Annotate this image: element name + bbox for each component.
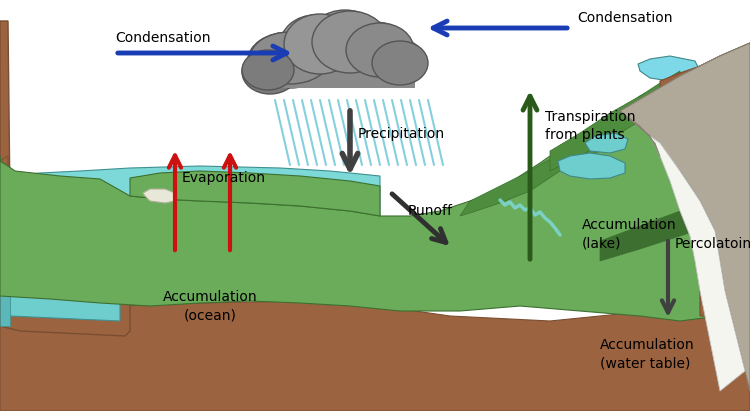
- Ellipse shape: [346, 23, 414, 77]
- Polygon shape: [262, 65, 415, 88]
- Text: Condensation: Condensation: [577, 11, 673, 25]
- Polygon shape: [10, 209, 120, 321]
- Text: Precipitation: Precipitation: [358, 127, 446, 141]
- Polygon shape: [130, 171, 380, 216]
- Ellipse shape: [280, 15, 350, 75]
- Text: Transpiration
from plants: Transpiration from plants: [545, 110, 635, 142]
- Polygon shape: [0, 191, 10, 326]
- Ellipse shape: [365, 38, 425, 86]
- Ellipse shape: [307, 10, 383, 74]
- Polygon shape: [143, 189, 175, 203]
- Text: Evaporation: Evaporation: [182, 171, 266, 185]
- Polygon shape: [0, 21, 130, 336]
- Text: Runoff: Runoff: [408, 204, 453, 218]
- Text: Percolatoin: Percolatoin: [675, 237, 750, 251]
- Polygon shape: [0, 156, 120, 206]
- Polygon shape: [585, 133, 628, 153]
- Polygon shape: [620, 111, 660, 156]
- Ellipse shape: [248, 32, 332, 88]
- Polygon shape: [638, 56, 700, 81]
- Polygon shape: [600, 186, 750, 261]
- Ellipse shape: [340, 22, 410, 78]
- Ellipse shape: [242, 50, 298, 94]
- Polygon shape: [558, 153, 625, 179]
- Text: Accumulation
(lake): Accumulation (lake): [582, 218, 676, 250]
- Ellipse shape: [242, 50, 294, 90]
- Text: Accumulation
(water table): Accumulation (water table): [600, 338, 694, 370]
- Text: Accumulation
(ocean): Accumulation (ocean): [163, 290, 257, 322]
- Ellipse shape: [284, 14, 356, 74]
- Polygon shape: [460, 116, 620, 216]
- Ellipse shape: [372, 41, 428, 85]
- Polygon shape: [10, 166, 380, 216]
- Ellipse shape: [250, 32, 330, 84]
- Polygon shape: [650, 136, 745, 391]
- Polygon shape: [550, 71, 680, 171]
- Polygon shape: [620, 43, 750, 391]
- Polygon shape: [0, 281, 750, 411]
- Polygon shape: [660, 43, 750, 316]
- Polygon shape: [0, 43, 750, 321]
- Ellipse shape: [312, 11, 388, 73]
- Text: Condensation: Condensation: [115, 31, 211, 45]
